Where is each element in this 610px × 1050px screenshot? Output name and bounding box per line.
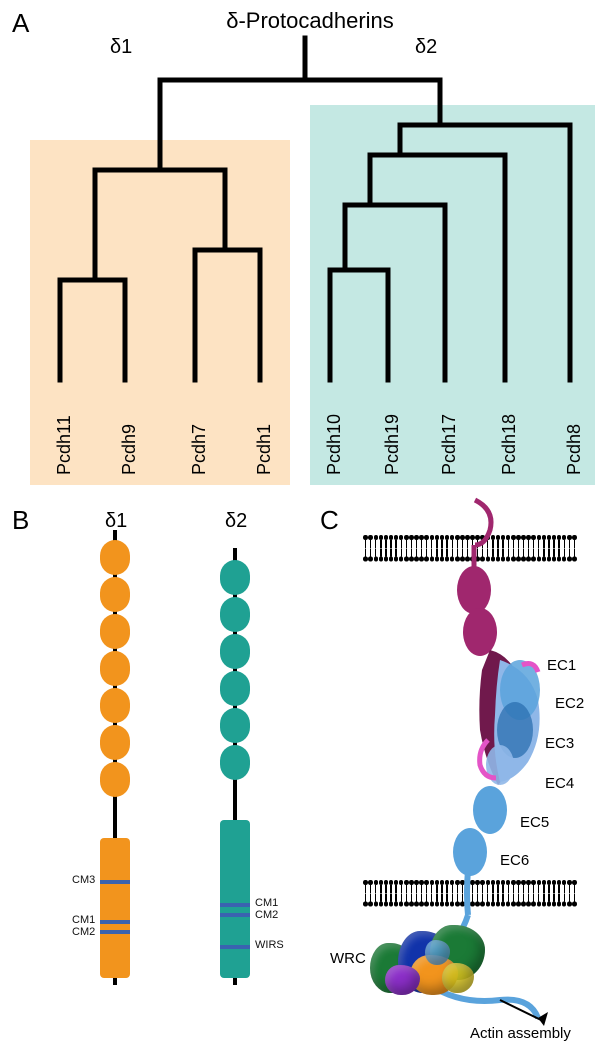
- ec6-label: EC6: [500, 852, 529, 869]
- d1-ec1: [100, 540, 130, 575]
- ec1-label: EC1: [547, 657, 576, 674]
- actin-label: Actin assembly: [470, 1025, 571, 1042]
- d2-wirs-label: WIRS: [255, 939, 284, 951]
- d1-ec7: [100, 762, 130, 797]
- leaf-pcdh9: Pcdh9: [119, 424, 140, 475]
- d2-ec6: [220, 745, 250, 780]
- panel-label-b: B: [12, 505, 29, 536]
- wrc-label: WRC: [330, 950, 366, 967]
- leaf-pcdh19: Pcdh19: [382, 414, 403, 475]
- wrc-complex: [370, 925, 490, 1000]
- d2-ec3: [220, 634, 250, 669]
- d2-ec1: [220, 560, 250, 595]
- panel-label-c: C: [320, 505, 339, 536]
- d1-cm1-label: CM1: [72, 914, 95, 926]
- leaf-pcdh11: Pcdh11: [54, 415, 75, 475]
- d2-ec5: [220, 708, 250, 743]
- leaf-pcdh10: Pcdh10: [324, 414, 345, 475]
- d1-ec5: [100, 688, 130, 723]
- ec5-label: EC5: [520, 814, 549, 831]
- d1-cm3: [100, 880, 130, 884]
- d2-ec2: [220, 597, 250, 632]
- d1-cm2: [100, 930, 130, 934]
- d1-ec6: [100, 725, 130, 760]
- figure-root: A δ-Protocadherins δ1 δ2: [0, 0, 610, 1050]
- leaf-pcdh18: Pcdh18: [499, 414, 520, 475]
- leaf-pcdh1: Pcdh1: [254, 424, 275, 475]
- d1-cm1: [100, 920, 130, 924]
- d2-wirs: [220, 945, 250, 949]
- d1-cm2-label: CM2: [72, 926, 95, 938]
- leaf-pcdh17: Pcdh17: [439, 414, 460, 475]
- d2-tail: [220, 820, 250, 978]
- membrane-bottom: [350, 880, 590, 906]
- ec2-label: EC2: [555, 695, 584, 712]
- b-d2-label: δ2: [225, 510, 247, 533]
- d1-ec4: [100, 651, 130, 686]
- d2-cm2: [220, 913, 250, 917]
- leaf-pcdh8: Pcdh8: [564, 424, 585, 475]
- d2-ec4: [220, 671, 250, 706]
- d1-cm3-label: CM3: [72, 874, 95, 886]
- ec4-label: EC4: [545, 775, 574, 792]
- d2-cm1-label: CM1: [255, 897, 278, 909]
- leaf-pcdh7: Pcdh7: [189, 424, 210, 475]
- membrane-top: [350, 535, 590, 561]
- d2-cm1: [220, 903, 250, 907]
- d1-tail: [100, 838, 130, 978]
- ec3-label: EC3: [545, 735, 574, 752]
- d1-ec3: [100, 614, 130, 649]
- d1-ec2: [100, 577, 130, 612]
- d2-cm2-label: CM2: [255, 909, 278, 921]
